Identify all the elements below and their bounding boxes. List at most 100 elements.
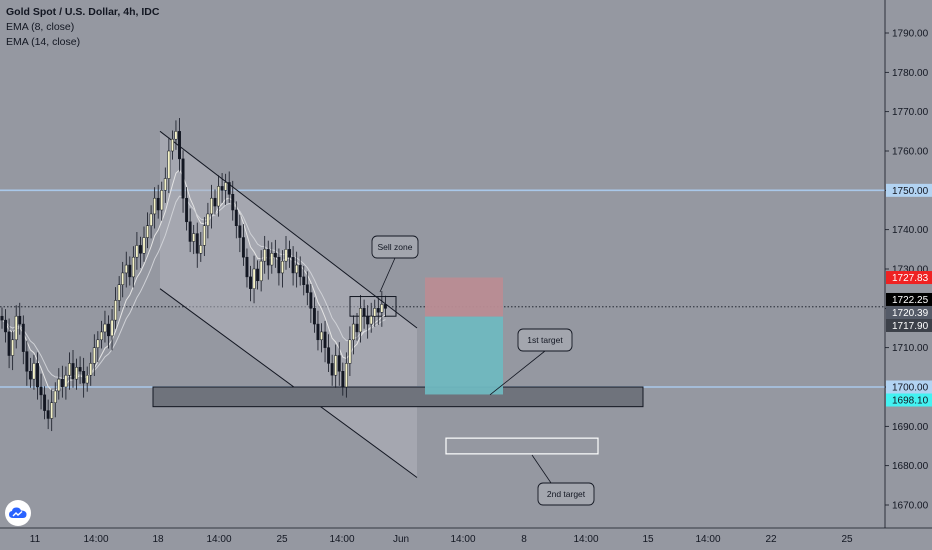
bull-candle: [146, 225, 150, 238]
zones: [152, 277, 644, 455]
chart-legend[interactable]: Gold Spot / U.S. Dollar, 4h, IDC EMA (8,…: [6, 5, 159, 50]
price-tags: 1750.00 1727.83 1722.25 1720.39 1717.90 1700.…: [886, 183, 932, 407]
channel-upper-line: [159, 130, 418, 329]
bear-candle: [178, 131, 181, 160]
candles: [0, 117, 387, 432]
price-tag-label: 1700.00: [892, 383, 929, 394]
bull-candle: [163, 178, 167, 191]
bull-candle: [210, 197, 213, 215]
sell-zone-callout-label: Sell zone: [378, 242, 413, 252]
bear-candle: [241, 237, 245, 258]
bull-candle: [50, 402, 54, 419]
bull-candle: [224, 182, 228, 191]
support-zone: [152, 386, 644, 408]
bear-candle: [245, 256, 249, 278]
bear-candle: [234, 209, 238, 226]
bear-candle: [18, 315, 22, 325]
x-tick-label: 14:00: [450, 534, 475, 545]
y-tick-label: 1690.00: [892, 422, 929, 433]
bull-candle: [32, 363, 36, 380]
take-profit-zone: [425, 316, 503, 395]
x-tick-label: 18: [152, 534, 164, 545]
bear-candle: [298, 264, 302, 278]
bull-candle: [96, 339, 100, 348]
bear-candle: [39, 386, 43, 396]
bear-candle: [82, 371, 86, 384]
symbol-title[interactable]: Gold Spot / U.S. Dollar, 4h, IDC: [6, 6, 160, 18]
bull-candle: [131, 256, 135, 278]
first-target-callout: 1st target: [489, 328, 573, 396]
bull-candle: [252, 268, 256, 289]
bull-candle: [192, 233, 196, 242]
bear-candle: [71, 363, 75, 380]
bull-candle: [57, 378, 61, 392]
bull-candle: [320, 331, 323, 341]
bull-candle: [174, 131, 178, 140]
price-tag-label: 1717.90: [892, 321, 929, 332]
bear-candle: [156, 197, 160, 211]
bear-candle: [309, 292, 313, 309]
bull-candle: [11, 339, 15, 356]
channel-lower-line: [159, 288, 418, 478]
bear-candle: [312, 308, 316, 325]
bear-candle: [107, 323, 110, 337]
bear-candle: [185, 197, 189, 223]
second-target-box: [445, 437, 599, 455]
bull-candle: [121, 272, 125, 285]
bull-candle: [284, 249, 288, 262]
price-tag-label: 1698.10: [892, 396, 929, 407]
x-tick-label: 11: [30, 534, 41, 545]
ema-8-label[interactable]: EMA (8, close): [6, 21, 75, 33]
bull-candle: [68, 363, 71, 376]
x-tick-label: Jun: [393, 534, 409, 545]
bear-candle: [266, 249, 270, 266]
bull-candle: [75, 367, 78, 380]
second-target-callout-label: 2nd target: [547, 489, 586, 499]
time-axis: 11 14:00 18 14:00 25 14:00 Jun 14:00 8 14:00 15 14:…: [0, 527, 932, 545]
price-axis-bg: [885, 0, 932, 528]
bear-candle: [231, 194, 235, 211]
sell-zone-callout-box: [371, 235, 419, 259]
bull-candle: [206, 213, 210, 226]
bear-candle: [249, 276, 252, 289]
bear-candle: [220, 186, 224, 191]
second-target-callout: 2nd target: [531, 454, 595, 506]
bull-candle: [295, 264, 299, 274]
bull-candle: [359, 308, 363, 333]
bull-candle: [167, 150, 171, 179]
callouts: Sell zone 1st target 2nd target: [371, 235, 595, 506]
bear-candle: [188, 221, 192, 242]
bull-candle: [92, 347, 96, 364]
stop-loss-zone: [425, 277, 503, 317]
bear-candle: [21, 323, 25, 352]
bear-candle: [46, 410, 50, 419]
x-tick-label: 25: [841, 534, 853, 545]
price-axis: 1670.00 1680.00 1690.00 1700.00 1710.00 1720.…: [884, 0, 932, 528]
x-tick-label: 15: [642, 534, 654, 545]
bear-candle: [36, 363, 39, 388]
bull-candle: [110, 319, 114, 337]
bull-candle: [380, 304, 384, 313]
y-tick-label: 1740.00: [892, 225, 929, 236]
bear-candle: [181, 158, 185, 199]
bear-candle: [139, 245, 142, 254]
x-tick-label: 22: [765, 534, 777, 545]
bear-candle: [341, 371, 345, 388]
bull-candle: [373, 308, 377, 317]
bull-candle: [53, 390, 57, 403]
bull-candle: [89, 363, 93, 376]
bull-candle: [369, 315, 373, 325]
bear-candle: [330, 363, 334, 376]
x-tick-label: 14:00: [83, 534, 108, 545]
bull-candle: [348, 339, 352, 364]
ema-14-label[interactable]: EMA (14, close): [6, 36, 81, 48]
bear-candle: [291, 256, 295, 274]
price-tag-bg: [886, 271, 932, 285]
bull-candle: [142, 237, 146, 254]
x-tick-label: 14:00: [206, 534, 231, 545]
bear-candle: [376, 308, 380, 313]
tradingview-cloud-icon[interactable]: [5, 500, 31, 526]
price-tag-bg: [886, 292, 932, 306]
